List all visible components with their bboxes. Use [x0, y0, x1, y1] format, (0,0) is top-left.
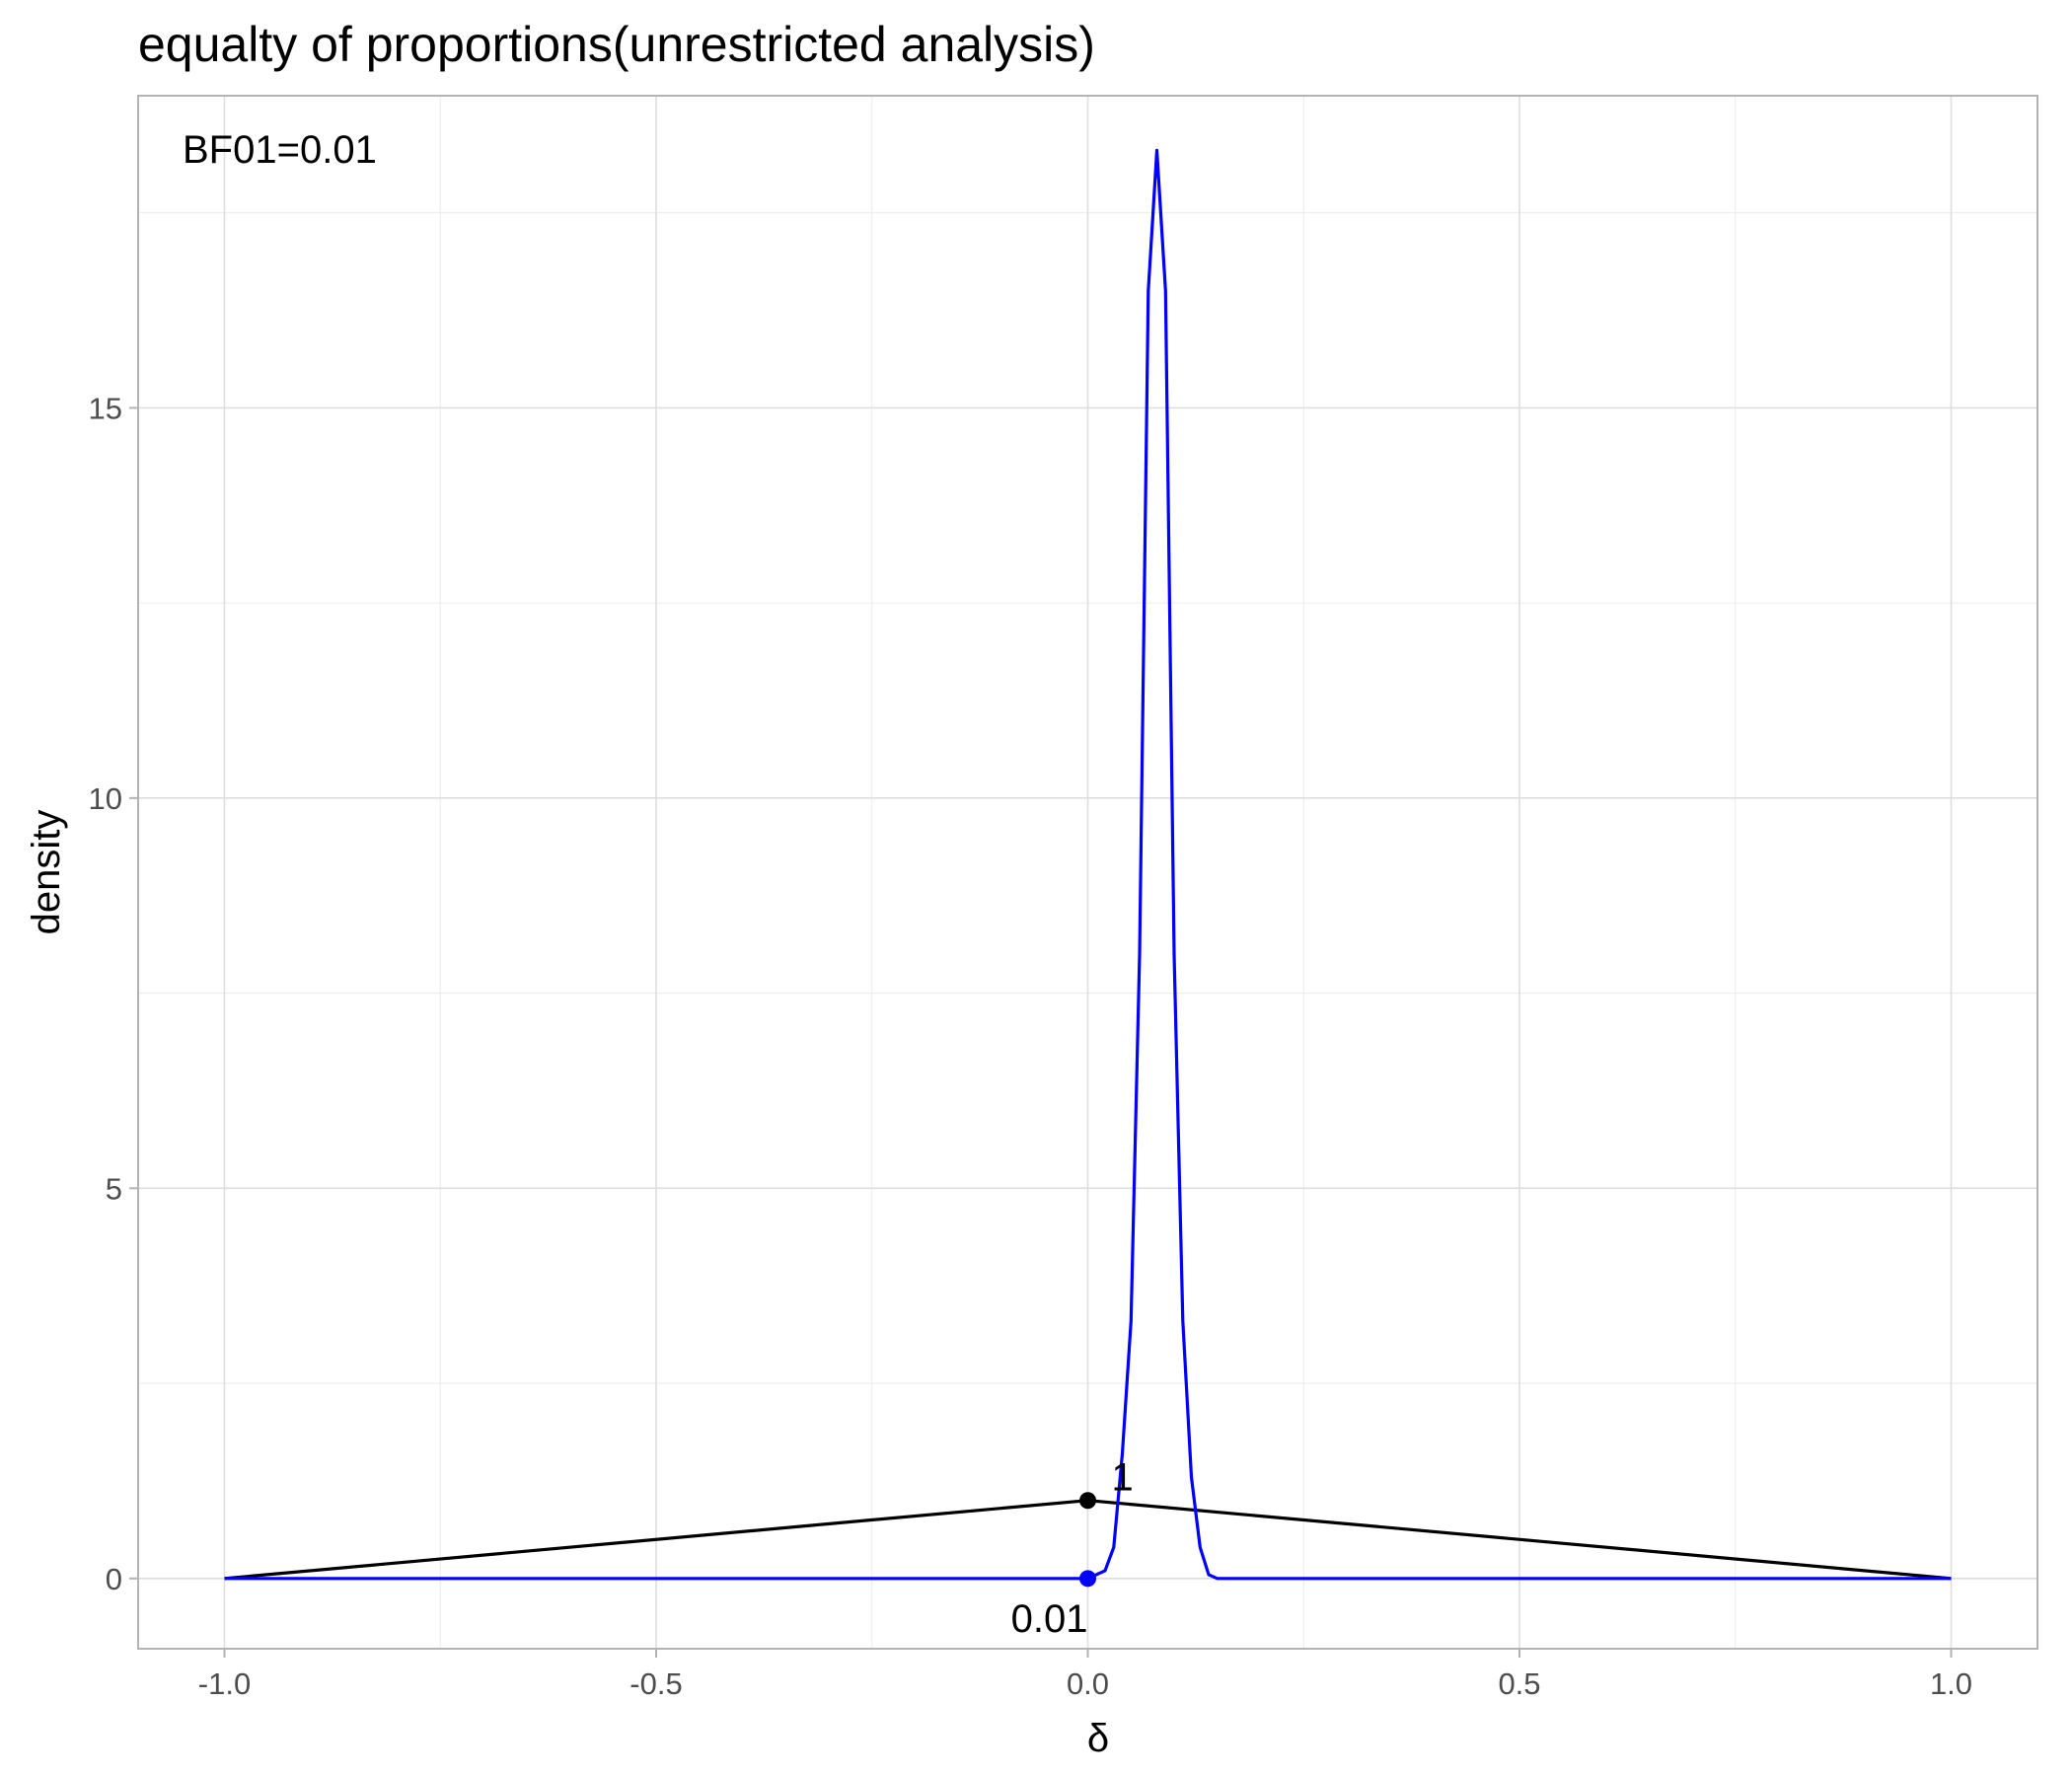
x-tick-label: 1.0 — [1930, 1666, 1972, 1701]
y-tick-label: 0 — [106, 1562, 122, 1596]
point-marker-1 — [1079, 1492, 1096, 1510]
ticks-group — [129, 407, 1953, 1658]
grid — [138, 96, 2037, 1649]
x-tick-label: -0.5 — [629, 1666, 682, 1701]
points-group: 10.01 — [1011, 1456, 1134, 1641]
x-tick-label: -1.0 — [198, 1666, 251, 1701]
x-axis-label: δ — [1087, 1717, 1109, 1760]
point-label-1: 1 — [1112, 1456, 1134, 1500]
x-tick-label: 0.5 — [1498, 1666, 1540, 1701]
y-tick-label: 15 — [89, 391, 122, 425]
bf-annotation: BF01=0.01 — [183, 128, 377, 172]
chart-title: equalty of proportions(unrestricted anal… — [138, 17, 1095, 72]
y-tick-label: 10 — [89, 781, 122, 816]
y-axis-label: density — [25, 810, 68, 935]
series-line-2 — [224, 148, 1952, 1581]
point-marker-2 — [1079, 1570, 1096, 1588]
y-tick-label: 5 — [106, 1171, 122, 1206]
x-tick-label: 0.0 — [1067, 1666, 1109, 1701]
tick-labels-group: -1.0 -0.5 0.0 0.5 1.0 0 5 10 15 — [89, 391, 1973, 1701]
point-label-2: 0.01 — [1011, 1597, 1088, 1641]
